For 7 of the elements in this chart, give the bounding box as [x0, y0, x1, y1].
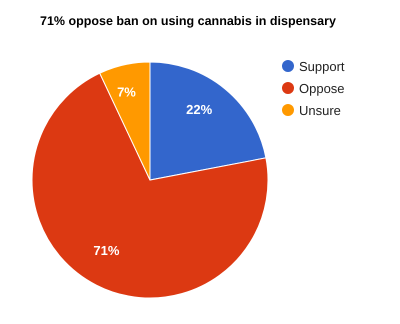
legend-label: Oppose — [299, 80, 345, 96]
legend-label: Unsure — [299, 102, 341, 118]
data-label: 7% — [117, 84, 136, 100]
legend-label: Support — [299, 58, 345, 74]
data-label: 71% — [93, 243, 120, 258]
chart-title: 71% oppose ban on using cannabis in dispensary — [40, 14, 336, 28]
data-label: 22% — [186, 102, 213, 118]
